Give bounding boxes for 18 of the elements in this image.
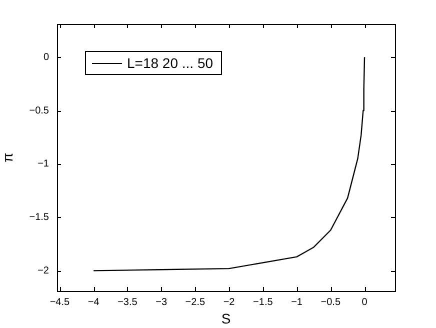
y-tick-label: −0.5 bbox=[29, 105, 50, 116]
x-tick-label: −2.5 bbox=[185, 296, 206, 308]
y-axis-title: π bbox=[0, 152, 16, 162]
y-tick-label: −2 bbox=[38, 265, 50, 276]
y-tick-label: −1.5 bbox=[29, 212, 50, 224]
x-tick-label: −4.5 bbox=[50, 296, 70, 308]
x-tick-label: 0 bbox=[362, 296, 368, 308]
x-tick-label: −1 bbox=[291, 296, 303, 308]
x-axis-title: S bbox=[221, 310, 231, 326]
y-tick-label: 0 bbox=[43, 52, 50, 63]
x-tick-label: −0.5 bbox=[320, 296, 341, 308]
legend-label: L=18 20 ... 50 bbox=[127, 55, 214, 71]
y-tick-label: −1 bbox=[38, 158, 50, 170]
x-tick-label: −4 bbox=[88, 296, 100, 308]
x-tick-label: −1.5 bbox=[253, 296, 274, 308]
x-tick-label: −3 bbox=[156, 296, 168, 308]
x-tick-label: −2 bbox=[223, 296, 236, 308]
x-tick-label: −3.5 bbox=[118, 296, 138, 308]
